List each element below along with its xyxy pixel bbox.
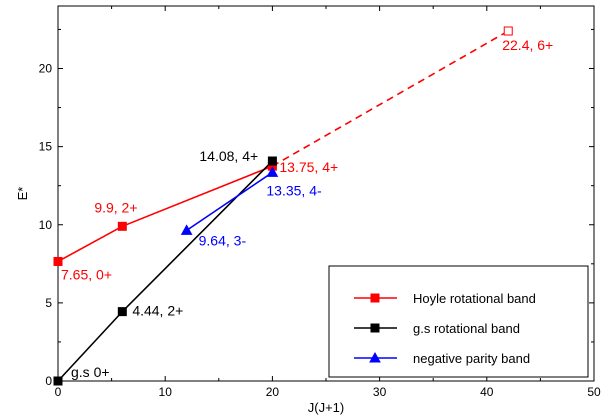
y-tick-label: 15: [39, 140, 53, 154]
data-point: [266, 166, 279, 177]
x-tick-label: 50: [587, 385, 601, 399]
legend-swatch-marker: [370, 293, 380, 303]
x-tick-label: 10: [159, 385, 173, 399]
open-square-marker: [503, 26, 513, 36]
legend-label: g.s rotational band: [413, 321, 520, 336]
y-tick-label: 10: [39, 218, 53, 232]
x-tick-label: 30: [373, 385, 387, 399]
axes: 0 10 20 30 40 50 0 5 10 15 20 J(J+1) E*: [15, 5, 601, 415]
y-tick-label: 0: [45, 374, 52, 388]
legend-swatch-marker: [370, 323, 380, 333]
data-label: 7.65, 0+: [61, 266, 112, 282]
data-label: 22.4, 6+: [502, 37, 553, 53]
x-axis-title: J(J+1): [308, 400, 344, 415]
data-label: 13.35, 4-: [266, 182, 322, 198]
legend-label: negative parity band: [413, 351, 530, 366]
data-point: [53, 256, 63, 266]
legend-label: Hoyle rotational band: [413, 291, 536, 306]
data-point: [267, 156, 277, 166]
series-line-2: [186, 171, 273, 232]
y-tick-label: 5: [45, 296, 52, 310]
data-label: 4.44, 2+: [132, 303, 183, 319]
data-label: 13.75, 4+: [279, 159, 338, 175]
legend: Hoyle rotational band g.s rotational band…: [328, 265, 589, 378]
data-point: [53, 376, 63, 386]
data-markers: [53, 26, 513, 386]
y-tick-label: 20: [39, 62, 53, 76]
x-tick-label: 20: [266, 385, 280, 399]
x-tick-label: 40: [480, 385, 494, 399]
annotations: 22.4, 6+ 14.08, 4+ 13.75, 4+ 9.9, 2+ 13.35, …: [61, 37, 553, 380]
x-tick-label: 0: [55, 385, 62, 399]
data-label: 9.64, 3-: [199, 232, 247, 248]
data-label: 14.08, 4+: [199, 148, 258, 164]
legend-swatch-marker: [369, 351, 381, 363]
data-label: 9.9, 2+: [94, 199, 137, 215]
series-extrapolation-0: [272, 30, 509, 167]
data-point: [117, 221, 127, 231]
data-point: [117, 307, 127, 317]
data-point: [180, 224, 193, 235]
data-label: g.s 0+: [71, 364, 110, 380]
y-axis-title: E*: [15, 187, 30, 201]
